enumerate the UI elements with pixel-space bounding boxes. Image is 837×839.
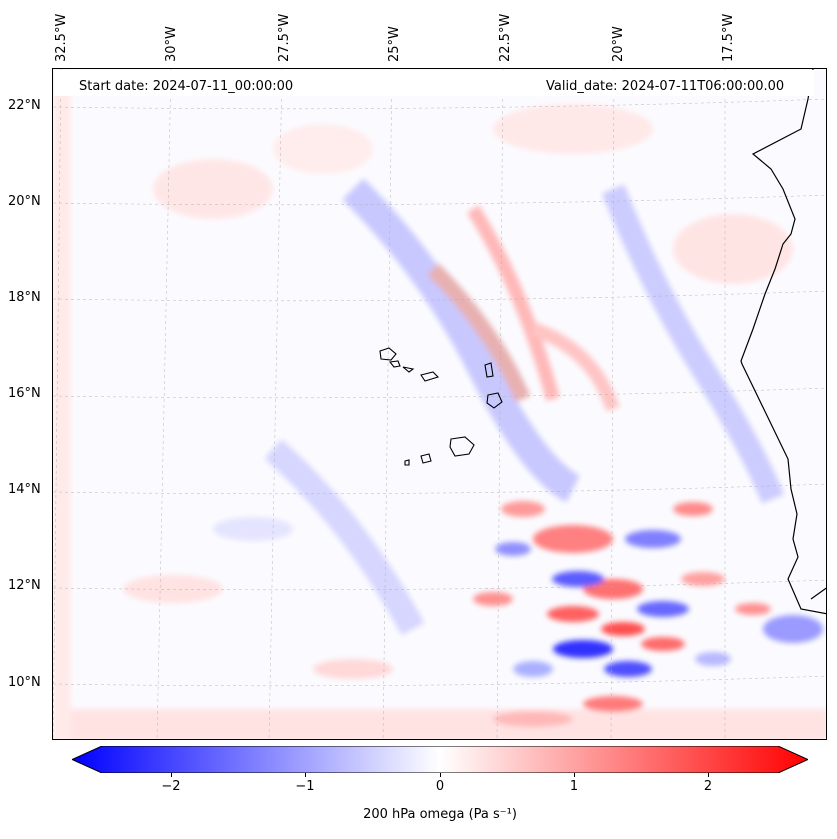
- colorbar-tick-mark: [305, 773, 306, 777]
- omega-field-map: [53, 69, 826, 739]
- coastline: [740, 69, 826, 615]
- omega-shading: [53, 69, 826, 739]
- lon-label-25w: 25°W: [387, 26, 402, 62]
- lat-label-20n: 20°N: [8, 194, 41, 209]
- header-band: Start date: 2024-07-11_00:00:00 Valid_da…: [54, 70, 814, 96]
- lat-label-16n: 16°N: [8, 386, 41, 401]
- colorbar-tick-neg1: −1: [295, 779, 315, 794]
- lat-label-14n: 14°N: [8, 482, 41, 497]
- colorbar-tick-1: 1: [569, 779, 579, 794]
- colorbar-tick-mark: [171, 773, 172, 777]
- cape-verde-islands: [379, 347, 503, 466]
- lon-label-17-5w: 17.5°W: [721, 13, 736, 62]
- valid-date-label: Valid_date: 2024-07-11T06:00:00.00: [546, 79, 785, 94]
- gridlines: [53, 69, 826, 739]
- lon-label-32-5w: 32.5°W: [54, 13, 69, 62]
- colorbar: [72, 746, 808, 773]
- lat-label-10n: 10°N: [8, 675, 41, 690]
- colorbar-tick-mark: [574, 773, 575, 777]
- lat-label-22n: 22°N: [8, 98, 41, 113]
- colorbar-tick-mark: [440, 773, 441, 777]
- lat-label-18n: 18°N: [8, 290, 41, 305]
- lon-label-27-5w: 27.5°W: [277, 13, 292, 62]
- lat-label-12n: 12°N: [8, 578, 41, 593]
- colorbar-tick-mark: [708, 773, 709, 777]
- start-date-label: Start date: 2024-07-11_00:00:00: [79, 79, 294, 94]
- lon-label-20w: 20°W: [611, 26, 626, 62]
- map-panel: Start date: 2024-07-11_00:00:00 Valid_da…: [52, 68, 827, 740]
- colorbar-tick-neg2: −2: [161, 779, 181, 794]
- lon-label-22-5w: 22.5°W: [498, 13, 513, 62]
- lon-label-30w: 30°W: [164, 26, 179, 62]
- colorbar-tick-2: 2: [703, 779, 713, 794]
- colorbar-label: 200 hPa omega (Pa s⁻¹): [363, 807, 517, 822]
- colorbar-tick-0: 0: [435, 779, 445, 794]
